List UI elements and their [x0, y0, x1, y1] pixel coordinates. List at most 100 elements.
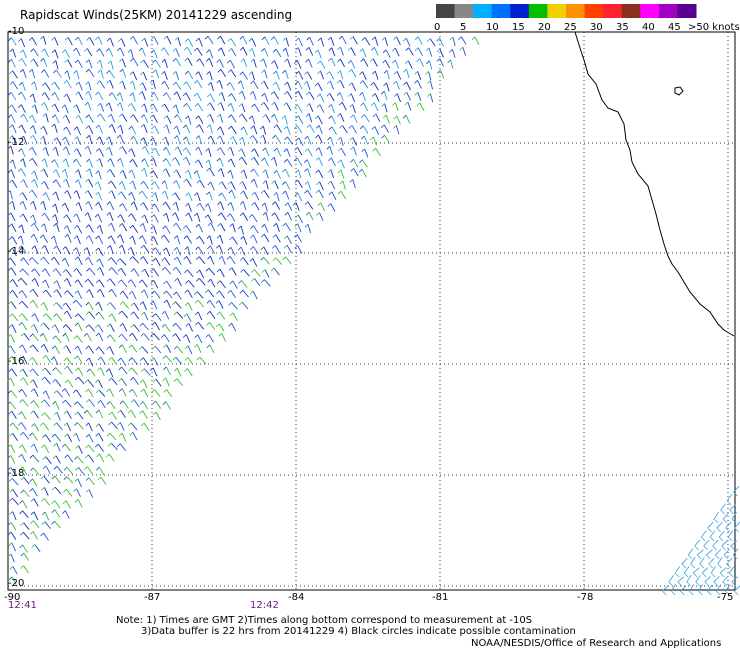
wind-barb	[88, 81, 92, 91]
wind-barb	[119, 443, 127, 452]
wind-barb-flag	[173, 311, 178, 316]
wind-barb-flag	[50, 235, 55, 240]
wind-barb	[143, 124, 148, 133]
wind-barb-flag	[53, 313, 57, 317]
wind-barb-flag	[149, 367, 154, 372]
wind-barb	[175, 301, 182, 309]
wind-barb	[121, 58, 127, 68]
wind-barb-flag	[328, 47, 333, 51]
wind-barb-flag	[62, 324, 67, 328]
wind-barb-flag	[95, 170, 99, 175]
wind-barb	[734, 585, 740, 592]
wind-barb	[198, 146, 203, 156]
wind-barb	[155, 400, 162, 409]
wind-barb	[153, 49, 158, 59]
wind-barb	[725, 521, 732, 529]
wind-barb	[253, 225, 259, 234]
wind-barb	[165, 355, 173, 363]
wind-barb-flag	[216, 244, 220, 249]
wind-barb	[363, 58, 369, 67]
wind-barb	[99, 258, 104, 268]
wind-barb	[121, 181, 126, 191]
wind-barb	[221, 192, 227, 201]
wind-barb	[318, 147, 323, 157]
wind-barb-flag	[117, 268, 122, 272]
wind-barb-flag	[714, 554, 720, 560]
wind-barb	[31, 189, 38, 198]
wind-barb	[32, 344, 39, 353]
wind-barb-flag	[95, 433, 99, 437]
wind-barb	[276, 192, 280, 202]
wind-barb	[67, 379, 74, 388]
wind-barb	[56, 245, 62, 254]
wind-barb-flag	[96, 136, 101, 141]
wind-barb-flag	[228, 114, 232, 118]
wind-barb-flag	[314, 82, 319, 87]
wind-barb	[306, 159, 312, 169]
wind-barb	[208, 267, 216, 276]
wind-barb	[65, 500, 71, 509]
wind-barb	[55, 179, 61, 188]
wind-barb-flag	[39, 234, 44, 239]
wind-barb	[23, 552, 30, 561]
wind-barb	[11, 179, 18, 188]
wind-barb-flag	[696, 554, 702, 560]
wind-barb	[66, 410, 72, 419]
wind-barb-flag	[437, 69, 441, 74]
wind-barb	[319, 104, 325, 113]
wind-barb	[44, 48, 50, 58]
wind-barb-flag	[64, 379, 69, 384]
wind-barb-flag	[174, 367, 178, 372]
wind-barb-flag	[150, 300, 154, 305]
wind-barb	[55, 401, 60, 410]
wind-barb	[186, 313, 192, 322]
wind-barb	[419, 102, 425, 112]
wind-barb	[166, 115, 172, 124]
wind-barb	[110, 158, 115, 168]
wind-barb	[32, 214, 37, 224]
wind-barb-flag	[94, 213, 99, 218]
wind-barb	[119, 134, 125, 144]
wind-barb	[142, 71, 148, 81]
wind-barb-flag	[151, 203, 155, 208]
wind-barb-flag	[712, 545, 717, 551]
wind-barb-flag	[108, 222, 112, 227]
wind-barb	[109, 323, 115, 332]
wind-barb	[252, 290, 258, 300]
wind-barb-flag	[284, 136, 288, 141]
wind-barb-flag	[75, 36, 79, 41]
wind-barb	[78, 91, 84, 101]
wind-barb	[109, 432, 117, 441]
wind-barb-flag	[708, 563, 713, 569]
wind-barb-flag	[228, 125, 232, 130]
wind-barb	[111, 92, 118, 101]
wind-barb	[679, 585, 687, 592]
wind-barb-flag	[725, 590, 730, 596]
wind-barb-flag	[29, 531, 34, 535]
wind-barb-flag	[53, 245, 57, 250]
wind-barb-flag	[339, 180, 344, 185]
wind-barb	[395, 80, 400, 90]
wind-barb	[78, 467, 85, 475]
wind-barb	[274, 212, 280, 221]
wind-barb-flag	[227, 181, 232, 185]
wind-barb	[164, 311, 170, 320]
wind-barb	[185, 124, 191, 134]
wind-barb-flag	[216, 268, 221, 273]
wind-barb-flag	[227, 169, 231, 174]
wind-barb-flag	[106, 37, 111, 42]
wind-barb-flag	[7, 257, 11, 262]
wind-barb-flag	[85, 125, 90, 129]
wind-barb	[142, 82, 147, 91]
wind-barb-flag	[173, 256, 178, 261]
wind-barb	[339, 70, 344, 80]
wind-barb-flag	[328, 157, 332, 162]
wind-barb-flag	[403, 91, 407, 96]
wind-barb	[66, 422, 72, 432]
wind-barb	[132, 159, 138, 168]
wind-barb	[77, 313, 85, 321]
wind-barb	[724, 584, 731, 592]
wind-barb-flag	[350, 168, 354, 172]
wind-barb	[296, 60, 302, 69]
legend-label: 20	[538, 22, 551, 33]
